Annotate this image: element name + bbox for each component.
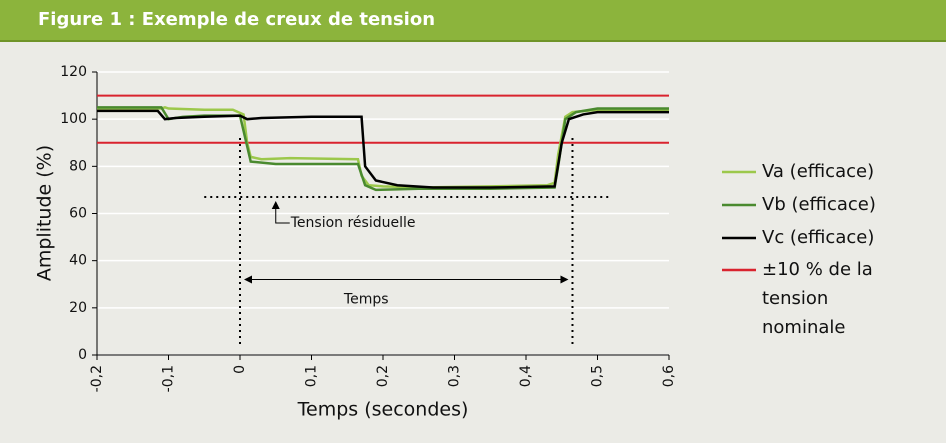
x-tick-label: 0,6 xyxy=(661,365,677,387)
x-tick-label: 0,2 xyxy=(375,365,391,387)
y-tick-label: 0 xyxy=(78,347,87,363)
y-axis-title: Amplitude (%) xyxy=(34,145,56,281)
legend-label: Va (efficace) xyxy=(762,161,875,182)
pointer xyxy=(275,202,290,224)
x-tick-label: -0,1 xyxy=(161,365,177,392)
y-tick-label: 40 xyxy=(69,253,87,269)
y-tick-label: 100 xyxy=(60,111,87,127)
y-tick-label: 60 xyxy=(69,206,87,222)
x-tick-label: 0,5 xyxy=(590,365,606,387)
y-tick-label: 120 xyxy=(60,64,87,80)
y-tick-label: 80 xyxy=(69,158,87,174)
x-axis-title: Temps (secondes) xyxy=(297,399,469,421)
y-tick-label: 20 xyxy=(69,300,87,316)
legend-label: Vb (efficace) xyxy=(762,194,876,215)
legend-label: Vc (efficace) xyxy=(762,227,875,248)
annotation: Tension résiduelle xyxy=(290,215,416,231)
annotation: Temps xyxy=(343,292,389,308)
pointer-head xyxy=(271,200,280,209)
x-tick-label: 0 xyxy=(232,365,248,374)
series-line xyxy=(97,109,669,189)
legend-label: ±10 % de la tension nominale xyxy=(762,259,873,338)
x-tick-label: 0,3 xyxy=(447,365,463,387)
x-tick-label: 0,4 xyxy=(518,365,534,387)
chart-title: Figure 1 : Exemple de creux de tension xyxy=(38,9,436,30)
header: Figure 1 : Exemple de creux de tension xyxy=(0,0,946,42)
x-tick-label: -0,2 xyxy=(89,365,105,392)
x-tick-label: 0,1 xyxy=(304,365,320,387)
